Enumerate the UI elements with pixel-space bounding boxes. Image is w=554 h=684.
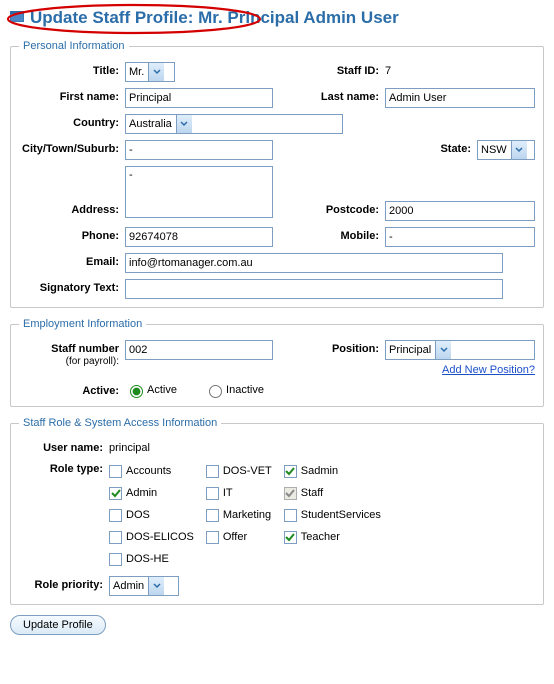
- label-firstname: First name:: [19, 88, 125, 103]
- page-title-text: Update Staff Profile: Mr. Principal Admi…: [30, 8, 399, 27]
- roles-legend: Staff Role & System Access Information: [19, 417, 221, 429]
- roletype-dos-elicos[interactable]: DOS-ELICOS: [109, 526, 194, 548]
- email-input[interactable]: [125, 253, 503, 273]
- label-staffid: Staff ID:: [315, 62, 385, 77]
- roletype-marketing[interactable]: Marketing: [206, 504, 272, 526]
- signatory-input[interactable]: [125, 279, 503, 299]
- roletype-offer[interactable]: Offer: [206, 526, 272, 548]
- chevron-down-icon: [176, 115, 192, 133]
- roletype-accounts[interactable]: Accounts: [109, 460, 194, 482]
- personal-fieldset: Personal Information Title: Mr. Staff ID…: [10, 40, 544, 308]
- label-rolepriority: Role priority:: [19, 576, 109, 591]
- inactive-radio[interactable]: Inactive: [204, 384, 264, 396]
- chevron-down-icon: [435, 341, 451, 359]
- postcode-input[interactable]: [385, 201, 535, 221]
- rolepriority-select[interactable]: Admin: [109, 576, 179, 596]
- city-input[interactable]: [125, 140, 273, 160]
- roletype-it[interactable]: IT: [206, 482, 272, 504]
- firstname-input[interactable]: [125, 88, 273, 108]
- update-profile-button[interactable]: Update Profile: [10, 615, 106, 635]
- label-city: City/Town/Suburb:: [19, 140, 125, 155]
- chevron-down-icon: [148, 63, 164, 81]
- page-title: Update Staff Profile: Mr. Principal Admi…: [10, 8, 544, 28]
- label-signatory: Signatory Text:: [19, 279, 125, 294]
- chevron-down-icon: [148, 577, 164, 595]
- staffnumber-input[interactable]: [125, 340, 273, 360]
- roletype-staff: Staff: [284, 482, 381, 504]
- roletype-teacher[interactable]: Teacher: [284, 526, 381, 548]
- staffid-value: 7: [385, 62, 535, 77]
- add-position-link[interactable]: Add New Position?: [442, 364, 535, 376]
- roletype-admin[interactable]: Admin: [109, 482, 194, 504]
- label-position: Position:: [315, 340, 385, 355]
- country-select[interactable]: Australia: [125, 114, 343, 134]
- phone-input[interactable]: [125, 227, 273, 247]
- label-staffnumber: Staff number (for payroll):: [19, 340, 125, 367]
- label-roletype: Role type:: [19, 460, 109, 475]
- profile-icon: [10, 11, 24, 22]
- label-mobile: Mobile:: [315, 227, 385, 242]
- roletype-sadmin[interactable]: Sadmin: [284, 460, 381, 482]
- roletype-dos[interactable]: DOS: [109, 504, 194, 526]
- lastname-input[interactable]: [385, 88, 535, 108]
- roletype-studentservices[interactable]: StudentServices: [284, 504, 381, 526]
- label-lastname: Last name:: [315, 88, 385, 103]
- employment-legend: Employment Information: [19, 318, 146, 330]
- roles-fieldset: Staff Role & System Access Information U…: [10, 417, 544, 605]
- address-textarea[interactable]: -: [125, 166, 273, 218]
- personal-legend: Personal Information: [19, 40, 129, 52]
- label-active: Active:: [19, 382, 125, 397]
- active-radio[interactable]: Active: [125, 384, 177, 396]
- label-username: User name:: [19, 439, 109, 454]
- label-state: State:: [407, 140, 477, 155]
- employment-fieldset: Employment Information Staff number (for…: [10, 318, 544, 407]
- chevron-down-icon: [511, 141, 527, 159]
- title-select[interactable]: Mr.: [125, 62, 175, 82]
- mobile-input[interactable]: [385, 227, 535, 247]
- label-address: Address:: [19, 166, 125, 216]
- label-postcode: Postcode:: [315, 166, 385, 216]
- label-title: Title:: [19, 62, 125, 77]
- roletype-dos-he[interactable]: DOS-HE: [109, 548, 194, 570]
- label-email: Email:: [19, 253, 125, 268]
- label-country: Country:: [19, 114, 125, 129]
- state-select[interactable]: NSW: [477, 140, 535, 160]
- username-value: principal: [109, 439, 150, 454]
- position-select[interactable]: Principal: [385, 340, 535, 360]
- roletype-dos-vet[interactable]: DOS-VET: [206, 460, 272, 482]
- roletype-grid: AccountsAdminDOSDOS-ELICOSDOS-HE DOS-VETI…: [109, 460, 393, 570]
- label-phone: Phone:: [19, 227, 125, 242]
